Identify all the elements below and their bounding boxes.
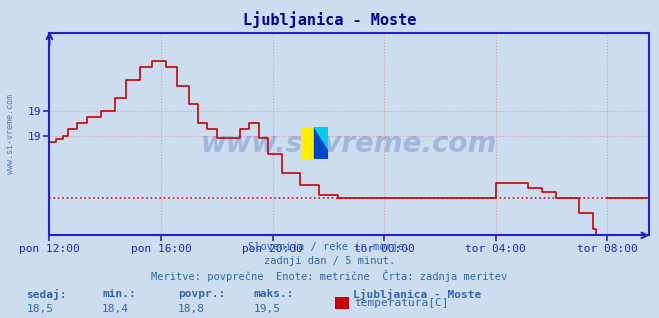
Text: maks.:: maks.: (254, 289, 294, 299)
Text: povpr.:: povpr.: (178, 289, 225, 299)
Text: zadnji dan / 5 minut.: zadnji dan / 5 minut. (264, 256, 395, 266)
Text: www.si-vreme.com: www.si-vreme.com (6, 94, 15, 174)
Text: Ljubljanica - Moste: Ljubljanica - Moste (243, 11, 416, 28)
Text: 18,4: 18,4 (102, 304, 129, 314)
Polygon shape (314, 127, 328, 159)
Polygon shape (301, 127, 314, 159)
Text: 18,8: 18,8 (178, 304, 205, 314)
Text: 18,5: 18,5 (26, 304, 53, 314)
Text: 19,5: 19,5 (254, 304, 281, 314)
Text: www.si-vreme.com: www.si-vreme.com (201, 130, 498, 158)
Text: Slovenija / reke in morje.: Slovenija / reke in morje. (248, 242, 411, 252)
Text: temperatura[C]: temperatura[C] (355, 298, 449, 308)
Text: min.:: min.: (102, 289, 136, 299)
Text: Meritve: povprečne  Enote: metrične  Črta: zadnja meritev: Meritve: povprečne Enote: metrične Črta:… (152, 270, 507, 282)
Text: Ljubljanica - Moste: Ljubljanica - Moste (353, 289, 481, 301)
Text: sedaj:: sedaj: (26, 289, 67, 301)
Polygon shape (314, 127, 328, 149)
